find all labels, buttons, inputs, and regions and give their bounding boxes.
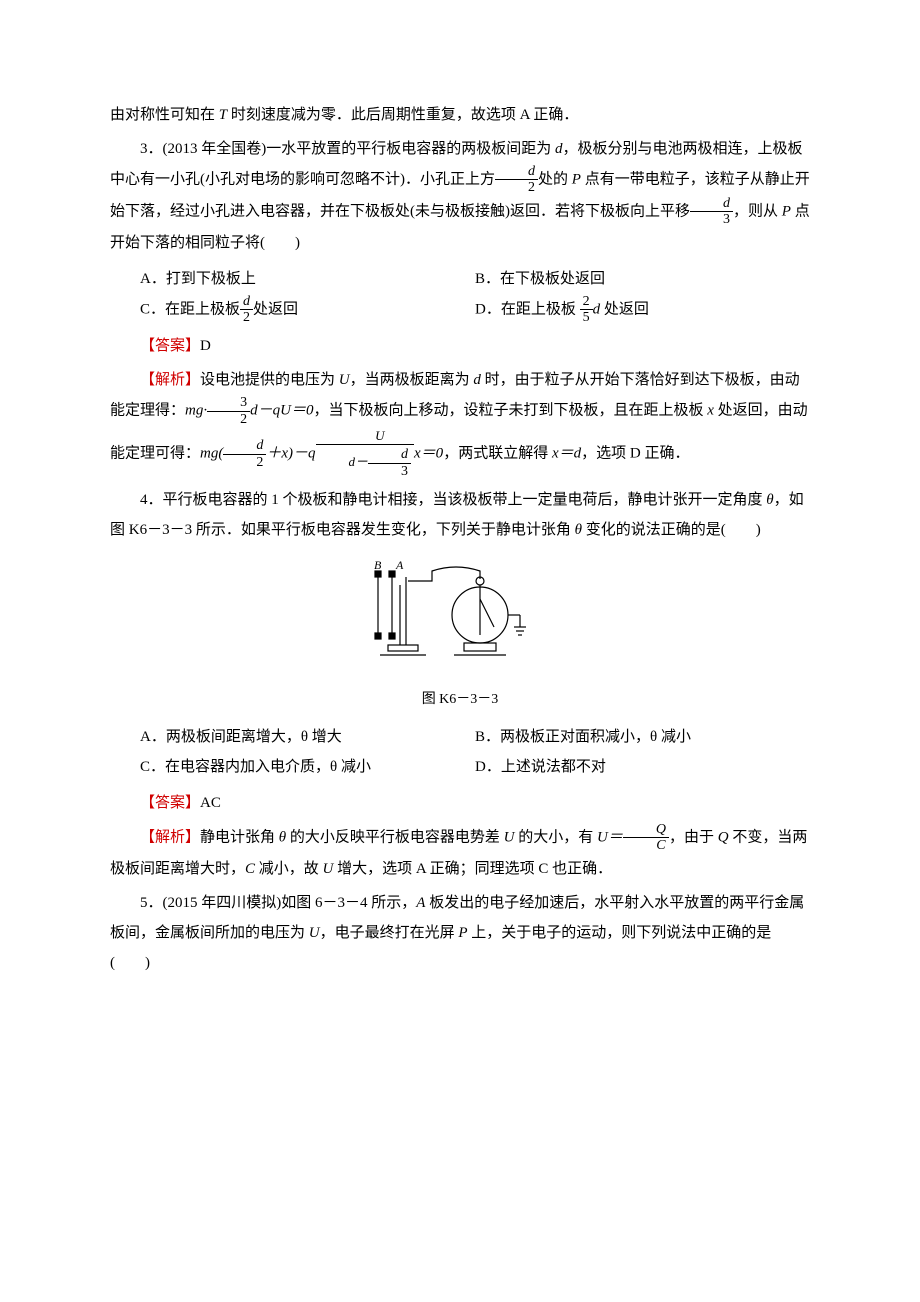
q4-stem: 4．平行板电容器的 1 个极板和静电计相接，当该极板带上一定量电荷后，静电计张开… <box>110 485 810 545</box>
var-P: P <box>458 925 467 941</box>
var-d: d <box>555 141 563 157</box>
eq2-c: x＝0 <box>414 445 443 461</box>
var-U: U <box>309 925 320 941</box>
answer-label: 【答案】 <box>140 338 200 354</box>
fraction: d2 <box>240 294 253 326</box>
q4-choice-B: B．两极板正对面积减小，θ 减小 <box>475 722 810 752</box>
answer-label: 【答案】 <box>140 795 200 811</box>
var-x: x <box>707 403 714 419</box>
svg-text:B: B <box>374 558 382 572</box>
q4-choice-C: C．在电容器内加入电介质，θ 减小 <box>140 752 475 782</box>
text: ，则从 <box>733 203 782 219</box>
q3-number: 3． <box>140 141 163 157</box>
x-eq-d: x＝d <box>552 445 581 461</box>
answer-value: AC <box>200 795 221 811</box>
eq1-a: mg· <box>185 403 207 419</box>
var-P: P <box>782 203 791 219</box>
q4-figure: B A <box>110 557 810 678</box>
q3-choice-D: D．在距上极板 25d 处返回 <box>475 294 810 326</box>
q4-number: 4 <box>140 492 148 508</box>
q3-choice-A: A．打到下极板上 <box>140 264 475 294</box>
eq-U: U＝ <box>597 829 623 845</box>
var-Q: Q <box>718 829 729 845</box>
prev-continuation: 由对称性可知在 T 时刻速度减为零．此后周期性重复，故选项 A 正确． <box>110 100 810 130</box>
variable-T: T <box>219 107 227 123</box>
q3-stem: 3．(2013 年全国卷)一水平放置的平行板电容器的两极板间距为 d，极板分别与… <box>110 134 810 258</box>
q3-source: (2013 年全国卷) <box>163 141 267 157</box>
q3-explanation: 【解析】设电池提供的电压为 U，当两极板距离为 d 时，由于粒子从开始下落恰好到… <box>110 365 810 481</box>
text: 时刻速度减为零．此后周期性重复，故选项 A 正确． <box>227 107 578 123</box>
fraction-Q-over-C: QC <box>623 822 669 854</box>
var-U: U <box>323 861 334 877</box>
q4-choice-D: D．上述说法都不对 <box>475 752 810 782</box>
q3-answer: 【答案】D <box>110 331 810 361</box>
var-C: C <box>245 861 255 877</box>
explain-label: 【解析】 <box>140 829 200 845</box>
fraction: 25 <box>580 294 593 326</box>
fraction-d-over-3: d3 <box>690 196 733 228</box>
q4-choices: A．两极板间距离增大，θ 增大 B．两极板正对面积减小，θ 减小 C．在电容器内… <box>140 722 810 782</box>
var-theta: θ <box>766 492 773 508</box>
text: 处的 <box>538 171 572 187</box>
svg-text:A: A <box>395 558 404 572</box>
fraction: d2 <box>223 438 266 470</box>
electroscope-diagram: B A <box>360 557 560 667</box>
var-d: d <box>473 372 481 388</box>
q4-explanation: 【解析】静电计张角 θ 的大小反映平行板电容器电势差 U 的大小，有 U＝QC，… <box>110 822 810 884</box>
eq2-a: mg( <box>200 445 223 461</box>
nested-fraction: Ud－d3 <box>316 427 415 481</box>
q4-figure-caption: 图 K6－3－3 <box>110 686 810 714</box>
q5-source: (2015 年四川模拟) <box>163 895 282 911</box>
q4-choice-A: A．两极板间距离增大，θ 增大 <box>140 722 475 752</box>
q5-number: 5． <box>140 895 163 911</box>
explain-label: 【解析】 <box>140 372 200 388</box>
text: 由对称性可知在 <box>110 107 219 123</box>
q5-stem: 5．(2015 年四川模拟)如图 6－3－4 所示，A 板发出的电子经加速后，水… <box>110 888 810 978</box>
answer-value: D <box>200 338 211 354</box>
var-U: U <box>504 829 515 845</box>
eq2-b: ＋x)－q <box>266 445 315 461</box>
var-P: P <box>572 171 581 187</box>
var-U: U <box>339 372 350 388</box>
q4-answer: 【答案】AC <box>110 788 810 818</box>
q3-choice-B: B．在下极板处返回 <box>475 264 810 294</box>
eq1-b: d－qU＝0 <box>250 403 313 419</box>
text: 一水平放置的平行板电容器的两极板间距为 <box>266 141 555 157</box>
var-theta: θ <box>575 522 582 538</box>
q3-choices: A．打到下极板上 B．在下极板处返回 C．在距上极板d2处返回 D．在距上极板 … <box>140 264 810 326</box>
fraction-d-over-2: d2 <box>495 164 538 196</box>
q3-choice-C: C．在距上极板d2处返回 <box>140 294 475 326</box>
fraction: 32 <box>207 395 250 427</box>
